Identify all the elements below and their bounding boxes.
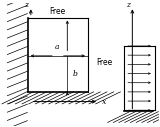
Text: Free: Free (96, 58, 112, 67)
Text: b: b (73, 70, 78, 78)
Text: x: x (102, 98, 106, 106)
Text: Free: Free (49, 7, 65, 16)
Bar (124, 112, 153, 123)
Text: z: z (24, 1, 28, 9)
Bar (7, 18, 28, 92)
Text: a: a (55, 43, 59, 51)
Text: z: z (126, 1, 130, 9)
Bar (28, 92, 88, 104)
